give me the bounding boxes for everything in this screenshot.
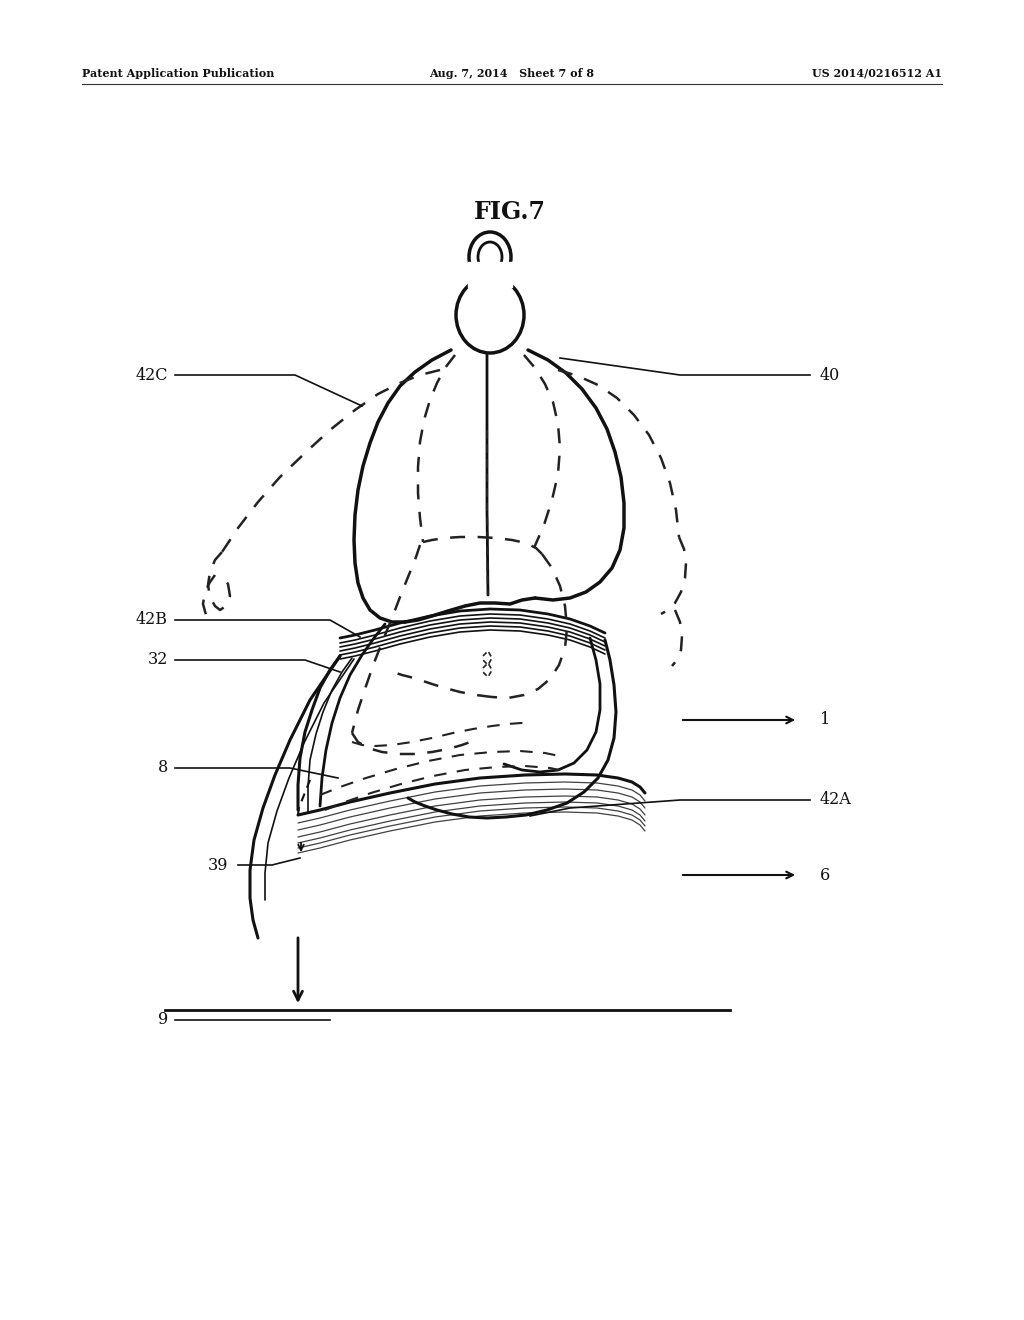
Text: US 2014/0216512 A1: US 2014/0216512 A1 (812, 69, 942, 79)
Text: 1: 1 (820, 711, 830, 729)
Text: 42C: 42C (135, 367, 168, 384)
Text: 8: 8 (158, 759, 168, 776)
Text: Patent Application Publication: Patent Application Publication (82, 69, 274, 79)
Ellipse shape (456, 277, 524, 352)
Ellipse shape (478, 242, 502, 272)
Text: Aug. 7, 2014   Sheet 7 of 8: Aug. 7, 2014 Sheet 7 of 8 (429, 69, 595, 79)
Text: 9: 9 (158, 1011, 168, 1028)
Ellipse shape (469, 232, 511, 282)
Text: 42B: 42B (136, 611, 168, 628)
Text: 40: 40 (820, 367, 841, 384)
Text: FIG.7: FIG.7 (474, 201, 546, 224)
Text: 39: 39 (208, 857, 228, 874)
Text: 6: 6 (820, 866, 830, 883)
Text: 32: 32 (147, 652, 168, 668)
Text: 42A: 42A (820, 792, 852, 808)
